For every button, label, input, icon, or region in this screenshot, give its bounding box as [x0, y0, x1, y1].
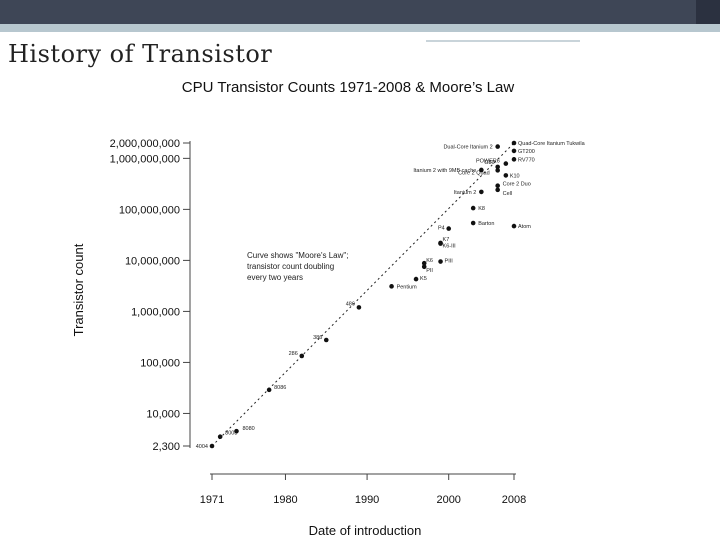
- slide-title: History of Transistor: [8, 40, 273, 68]
- slide-header-accent: [0, 24, 720, 32]
- data-point-label: Barton: [478, 221, 494, 227]
- data-point: [217, 434, 223, 439]
- y-axis-label: Transistor count: [71, 243, 86, 336]
- y-tick-label: 100,000,000: [119, 204, 180, 216]
- data-point: [234, 428, 239, 434]
- data-point-label: 8086: [274, 385, 286, 391]
- data-point: [356, 305, 362, 310]
- data-point-label: 386: [313, 335, 322, 341]
- data-point-label: Itanium 2: [454, 190, 477, 196]
- data-point: [495, 187, 500, 193]
- x-tick-label: 1990: [355, 494, 379, 506]
- data-point-label: K6-III: [443, 244, 457, 250]
- trend-line: [211, 142, 515, 447]
- data-point: [438, 259, 443, 264]
- data-point-label: K8: [478, 206, 485, 212]
- data-point: [511, 223, 517, 229]
- data-point-label: Core 2 Duo: [503, 182, 531, 188]
- slide-header-bar: [0, 0, 720, 24]
- data-point: [495, 164, 500, 170]
- data-point-label: Pentium: [397, 284, 418, 290]
- x-tick-label: 2008: [502, 494, 526, 506]
- data-point: [438, 241, 443, 246]
- data-point-label: GT200: [518, 149, 535, 155]
- data-point: [495, 168, 500, 173]
- y-tick-label: 10,000: [146, 408, 180, 420]
- data-point: [446, 226, 452, 231]
- data-point-label: 286: [289, 351, 298, 357]
- y-tick-label: 1,000,000,000: [110, 153, 180, 165]
- data-point: [413, 276, 419, 282]
- data-point: [511, 140, 517, 146]
- data-point-label: G80: [484, 160, 494, 166]
- data-point-label: PII: [426, 268, 433, 274]
- data-point: [266, 387, 272, 393]
- data-point-label: Atom: [518, 224, 531, 230]
- data-point-label: Core 2 Quad: [458, 170, 490, 176]
- data-point-label: K10: [510, 173, 520, 179]
- data-point-label: Itanium 2 with 9MB cache: [413, 168, 476, 174]
- data-point-label: Cell: [503, 191, 512, 197]
- data-point: [323, 337, 329, 343]
- data-point-label: Dual-Core Itanium 2: [443, 145, 492, 151]
- y-tick-label: 1,000,000: [131, 306, 180, 318]
- data-point: [470, 220, 476, 226]
- data-point-label: 4004: [196, 444, 208, 450]
- x-tick-label: 1980: [273, 494, 297, 506]
- moores-law-curve: [211, 142, 515, 447]
- data-point: [503, 173, 509, 178]
- data-point-label: PIII: [445, 259, 454, 265]
- data-point-label: K7: [443, 237, 450, 243]
- annotation-line: transistor count doubling: [247, 262, 334, 271]
- data-point-label: 486: [346, 301, 355, 307]
- y-tick-label: 2,000,000,000: [110, 138, 180, 150]
- data-point: [495, 183, 500, 189]
- x-axis-label: Date of introduction: [309, 523, 422, 538]
- data-point-label: POWER6: [476, 159, 500, 165]
- data-point: [421, 264, 427, 270]
- x-tick-label: 2000: [436, 494, 460, 506]
- data-point: [470, 205, 476, 211]
- data-point: [421, 260, 427, 266]
- data-point: [479, 167, 484, 173]
- y-tick-label: 2,300: [152, 441, 180, 453]
- data-point-label: Quad-Core Itanium Tukwila: [518, 141, 586, 147]
- data-point: [511, 148, 517, 154]
- data-point: [511, 157, 517, 162]
- data-point: [479, 189, 484, 195]
- data-point: [503, 161, 509, 166]
- data-point-label: K5: [420, 276, 427, 282]
- data-point-label: P4: [438, 226, 445, 232]
- slide-header-corner: [696, 0, 720, 24]
- moores-law-annotation: Curve shows "Moore's Law"; transistor cou…: [247, 251, 348, 282]
- annotation-line: Curve shows "Moore's Law";: [247, 251, 348, 260]
- title-rule: [426, 40, 580, 42]
- data-point-label: 8008: [225, 431, 237, 437]
- y-tick-label: 10,000,000: [125, 255, 180, 267]
- data-point: [495, 144, 500, 149]
- data-point: [299, 353, 305, 359]
- x-tick-label: 1971: [200, 494, 224, 506]
- y-tick-label: 100,000: [140, 357, 180, 369]
- data-point: [389, 284, 394, 289]
- data-point: [209, 443, 215, 449]
- data-point-label: K6: [426, 258, 433, 264]
- data-point-label: RV770: [518, 157, 535, 163]
- chart-title: CPU Transistor Counts 1971-2008 & Moore’…: [182, 79, 515, 96]
- annotation-line: every two years: [247, 273, 303, 282]
- data-point-label: 8080: [242, 426, 254, 432]
- chart-axes: 2,000,000,000 1,000,000,000 100,000,000 10,…: [110, 138, 527, 506]
